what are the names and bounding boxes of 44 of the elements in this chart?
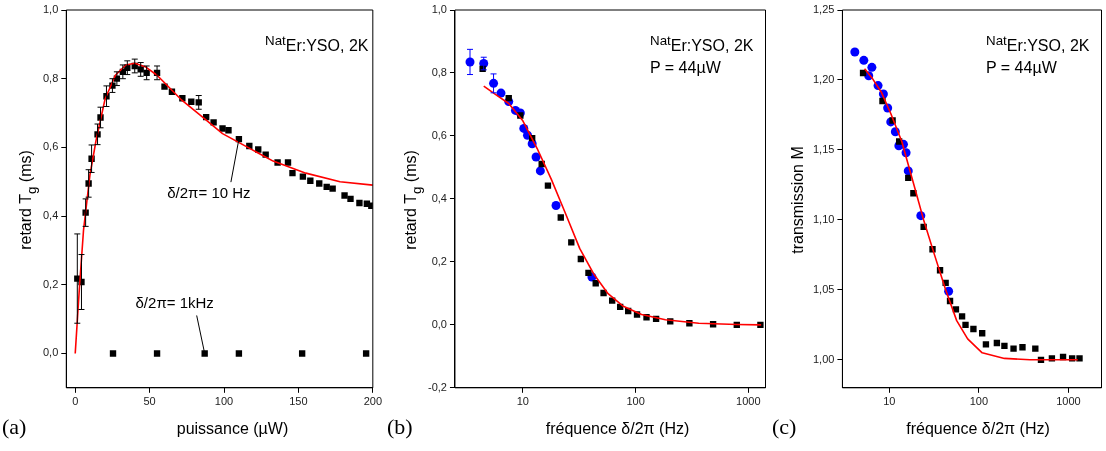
x-axis-title: fréquence δ/2π (Hz): [544, 420, 691, 438]
y-tick-label: -0,2: [427, 380, 447, 393]
x-tick-label: 10: [516, 395, 529, 408]
y-tick-label: 0,6: [42, 140, 59, 153]
y-tick-label: 1,25: [812, 3, 835, 16]
y-tick-label: 0,0: [42, 346, 59, 359]
annotation: δ/2π= 1kHz: [135, 293, 214, 311]
x-tick-label: 1000: [736, 395, 761, 408]
x-tick-label: 100: [969, 395, 989, 408]
annotation: P = 44µW: [650, 58, 722, 79]
y-tick-label: 1,10: [812, 212, 835, 225]
text: (a): [2, 414, 27, 440]
text: (b): [387, 414, 413, 440]
annotation: $^{Nat}$Er:YSO, 2K: [986, 32, 1090, 57]
y-tick-label: 1,0: [42, 3, 59, 16]
x-tick-label: 0: [72, 395, 79, 408]
x-tick-label: 150: [289, 395, 308, 408]
y-tick-label: 1,00: [812, 352, 835, 365]
y-axis-title: transmission M: [789, 146, 807, 254]
y-tick-label: 0,2: [42, 277, 59, 290]
y-tick-label: 0,8: [42, 71, 59, 84]
x-axis-title: fréquence δ/2π (Hz): [905, 420, 1051, 438]
annotation: $^{Nat}$Er:YSO, 2K: [650, 32, 754, 57]
x-tick-label: 100: [626, 395, 645, 408]
annotation: P = 44µW: [986, 58, 1058, 79]
y-tick-label: 0,8: [431, 66, 447, 78]
x-tick-label: 100: [214, 395, 234, 408]
annotation: $^{Nat}$Er:YSO, 2K: [265, 32, 369, 57]
x-tick-label: 200: [363, 395, 382, 408]
y-tick-label: 0,4: [431, 191, 447, 204]
y-tick-label: 0,4: [42, 209, 59, 222]
x-tick-label: 1000: [1056, 395, 1081, 408]
x-tick-label: 10: [883, 395, 896, 408]
y-tick-label: 0,2: [431, 254, 447, 267]
y-tick-label: 0,0: [431, 317, 447, 330]
x-axis-title: puissance (µW): [175, 420, 290, 438]
y-tick-label: 0,6: [431, 128, 447, 141]
y-tick-label: 1,05: [812, 282, 835, 295]
y-tick-label: 1,15: [812, 142, 835, 155]
y-tick-label: 1,0: [431, 3, 447, 16]
y-tick-label: 1,20: [812, 72, 835, 85]
x-tick-label: 50: [143, 395, 156, 408]
annotation: δ/2π= 10 Hz: [167, 184, 251, 202]
text: (c): [772, 414, 797, 440]
